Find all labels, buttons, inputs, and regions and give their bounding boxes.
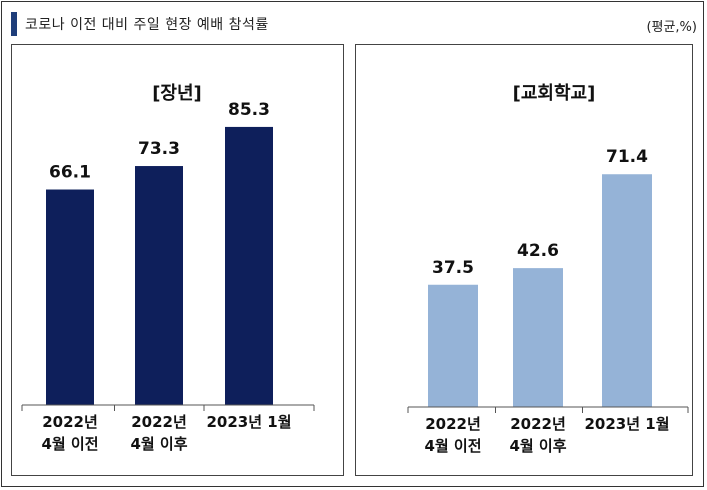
adults-bar-3 (225, 126, 273, 405)
chart-adults: [장년] 66.1 2022년 4월 이전 73.3 2022년 4월 이후 85.3 2023… (21, 83, 315, 453)
adults-category-label-3: 2023년 1월 (206, 413, 291, 431)
unit-label: (평균,%) (646, 20, 697, 35)
school-data-label-3: 71.4 (606, 147, 648, 167)
adults-data-label-3: 85.3 (228, 100, 270, 120)
adults-category-label-1: 2022년 4월 이전 (41, 413, 98, 453)
adults-category-label-2: 2022년 4월 이후 (130, 413, 187, 453)
school-category-label-3: 2023년 1월 (584, 415, 669, 433)
panel-school: [교회학교] 37.5 2022년 4월 이전 42.6 2022년 4월 이후 71.4 20… (355, 44, 693, 476)
adults-chart-title: [장년] (152, 83, 202, 104)
school-data-label-1: 37.5 (432, 258, 474, 278)
figure-title: 코로나 이전 대비 주일 현장 예배 참석률 (25, 17, 269, 33)
school-data-label-2: 42.6 (517, 241, 559, 261)
title-accent-bar (11, 12, 17, 36)
school-chart-title: [교회학교] (513, 82, 596, 104)
adults-bar-1 (46, 189, 94, 405)
title-bar: 코로나 이전 대비 주일 현장 예배 참석률 (11, 12, 269, 36)
school-bar-2 (513, 268, 563, 407)
adults-data-label-2: 73.3 (138, 139, 180, 159)
panel-adults: [장년] 66.1 2022년 4월 이전 73.3 2022년 4월 이후 85.3 2023… (11, 44, 344, 476)
adults-data-label-1: 66.1 (49, 163, 91, 183)
school-bar-1 (428, 284, 478, 407)
chart-church-school: [교회학교] 37.5 2022년 4월 이전 42.6 2022년 4월 이후 71.4 20… (407, 82, 689, 455)
school-category-label-2: 2022년 4월 이후 (509, 415, 566, 455)
school-bar-3 (602, 174, 652, 407)
adults-bar-2 (135, 166, 183, 405)
school-category-label-1: 2022년 4월 이전 (424, 415, 481, 455)
